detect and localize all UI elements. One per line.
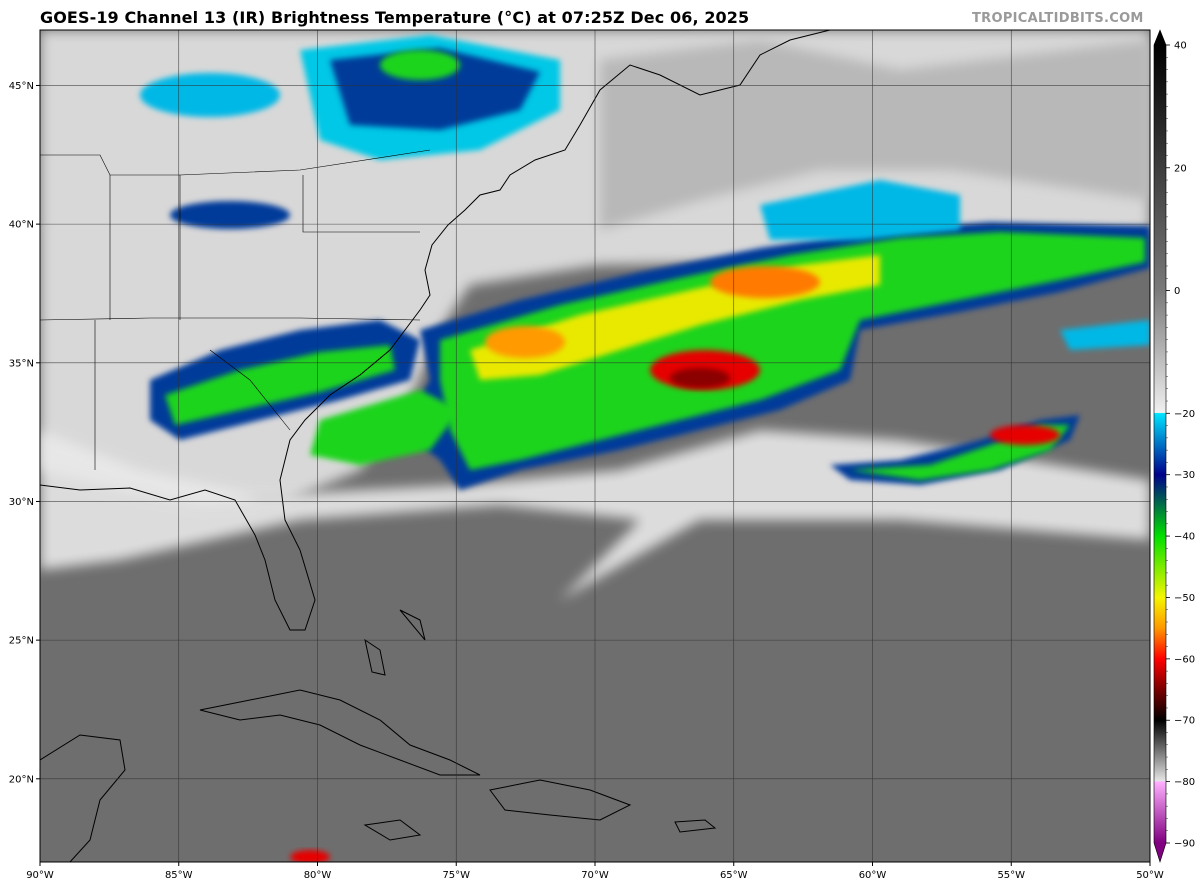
cloud-core-orange-west <box>485 326 565 358</box>
lon-tick-label: 85°W <box>165 870 193 881</box>
political-borders <box>40 149 431 470</box>
coastlines <box>40 30 831 862</box>
latitude-axis: 45°N 40°N 35°N 30°N 25°N 20°N <box>9 81 40 785</box>
cloud-south-red <box>290 850 330 862</box>
cloud-east-cyan <box>1060 320 1150 350</box>
lon-tick-label: 80°W <box>304 870 332 881</box>
colorbar-tick-label: 40 <box>1174 41 1187 52</box>
lon-tick-label: 55°W <box>997 870 1025 881</box>
colorbar-tick-label: −70 <box>1174 716 1195 727</box>
colorbar-tick-label: −40 <box>1174 532 1195 543</box>
colorbar-ticks: 40 20 0 −20 −30 −40 −50 −60 −70 −80 −90 <box>1166 41 1195 850</box>
coastline-yucatan <box>40 734 126 862</box>
lat-tick-label: 40°N <box>9 220 34 231</box>
colorbar-tick-label: 0 <box>1174 286 1180 297</box>
cloud-band-green <box>440 232 1145 470</box>
lat-tick-label: 35°N <box>9 358 34 369</box>
cloud-midwest-blue <box>170 201 290 229</box>
colorbar-tick-label: −80 <box>1174 777 1195 788</box>
colorbar <box>1153 29 1167 863</box>
coastline-bahamas <box>364 609 426 676</box>
map-title: GOES-19 Channel 13 (IR) Brightness Tempe… <box>40 8 750 27</box>
coastline-hispaniola <box>489 779 632 821</box>
cloud-band-coast-green <box>310 390 460 465</box>
lat-tick-label: 25°N <box>9 636 34 647</box>
lat-tick-label: 30°N <box>9 497 34 508</box>
colorbar-tick-label: 20 <box>1174 163 1187 174</box>
cloud-core-orange-north <box>710 266 820 298</box>
cloud-core-darkred <box>670 368 730 388</box>
colorbar-tick-label: −50 <box>1174 593 1195 604</box>
coastline-east-us <box>40 30 831 631</box>
lon-tick-label: 60°W <box>859 870 887 881</box>
lon-tick-label: 75°W <box>442 870 470 881</box>
lon-tick-label: 65°W <box>720 870 748 881</box>
cirrus-band <box>600 40 1150 230</box>
coastline-puerto-rico <box>674 819 717 833</box>
lon-tick-label: 70°W <box>581 870 609 881</box>
colorbar-tick-label: −60 <box>1174 654 1195 665</box>
lat-tick-label: 20°N <box>9 774 34 785</box>
coastline-cuba <box>199 689 481 776</box>
lat-tick-label: 45°N <box>9 81 34 92</box>
site-credit: TROPICALTIDBITS.COM <box>972 11 1144 26</box>
cloud-lakes-green <box>380 50 460 80</box>
cloud-east-band-red <box>990 425 1060 445</box>
satellite-imagery <box>40 30 1150 862</box>
longitude-axis: 90°W 85°W 80°W 75°W 70°W 65°W 60°W 55°W 50°W <box>26 862 1164 881</box>
lon-tick-label: 90°W <box>26 870 54 881</box>
cloud-band-cyan-north <box>760 180 960 240</box>
gridlines <box>40 30 1150 862</box>
cloud-midwest-cyan <box>140 73 280 117</box>
lon-tick-label: 50°W <box>1136 870 1164 881</box>
coastline-jamaica <box>363 819 422 841</box>
colorbar-tick-label: −30 <box>1174 470 1195 481</box>
colorbar-tick-label: −20 <box>1174 409 1195 420</box>
cloud-band-southeast-green <box>165 345 395 425</box>
colorbar-tick-label: −90 <box>1174 839 1195 850</box>
